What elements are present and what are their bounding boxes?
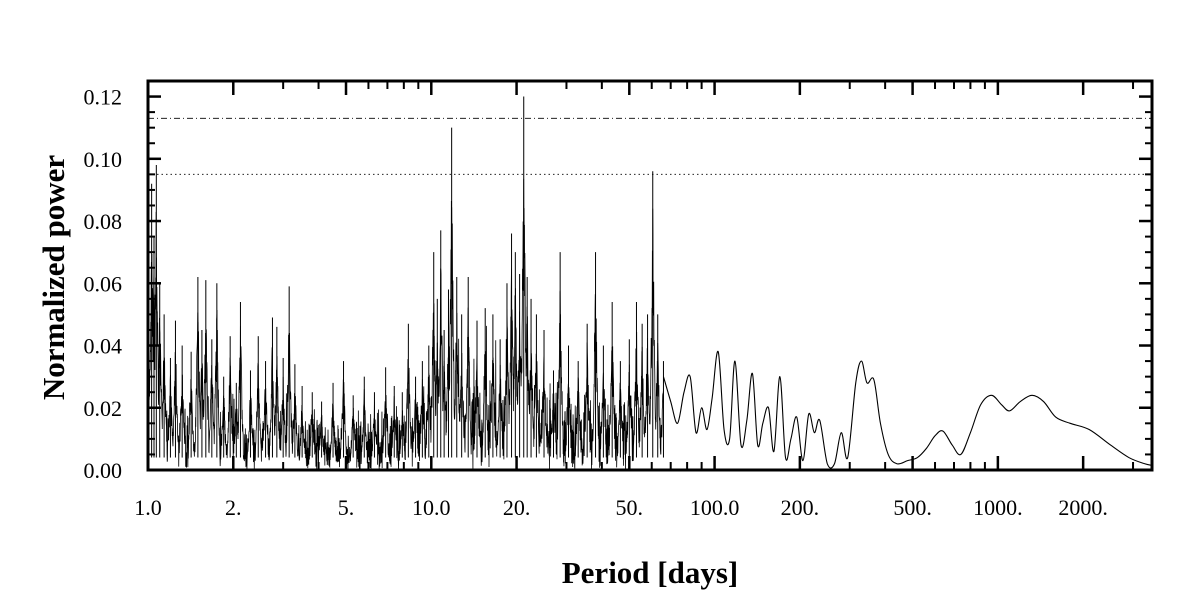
x-tick-label: 2. bbox=[225, 495, 242, 520]
x-tick-label: 5. bbox=[338, 495, 355, 520]
x-axis-title: Period [days] bbox=[562, 555, 739, 590]
tick-labels: 0.00 0.02 0.04 0.06 0.08 0.10 0.12 1.0 2. 5. 10.0 2… bbox=[84, 85, 1108, 520]
x-tick-label: 200. bbox=[781, 495, 820, 520]
series-group bbox=[147, 96, 1153, 470]
x-tick-label: 10.0 bbox=[412, 495, 451, 520]
plot-frame bbox=[146, 79, 1154, 472]
x-tick-label: 500. bbox=[893, 495, 932, 520]
y-tick-label: 0.10 bbox=[84, 147, 123, 172]
y-tick-label: 0.12 bbox=[84, 85, 123, 110]
y-tick-label: 0.04 bbox=[84, 334, 123, 359]
series-noise-line bbox=[147, 178, 664, 470]
x-tick-label: 2000. bbox=[1058, 495, 1108, 520]
y-tick-label: 0.00 bbox=[84, 458, 123, 483]
series-smooth-line bbox=[662, 351, 1153, 469]
x-tick-label: 50. bbox=[616, 495, 644, 520]
y-tick-label: 0.06 bbox=[84, 271, 123, 296]
y-tick-label: 0.08 bbox=[84, 209, 123, 234]
x-tick-label: 100.0 bbox=[690, 495, 740, 520]
threshold-lines bbox=[148, 117, 1152, 175]
x-tick-label: 20. bbox=[503, 495, 531, 520]
y-axis-title: Normalized power bbox=[36, 155, 71, 401]
x-tick-label: 1.0 bbox=[134, 495, 162, 520]
y-tick-label: 0.02 bbox=[84, 396, 123, 421]
x-tick-label: 1000. bbox=[973, 495, 1023, 520]
